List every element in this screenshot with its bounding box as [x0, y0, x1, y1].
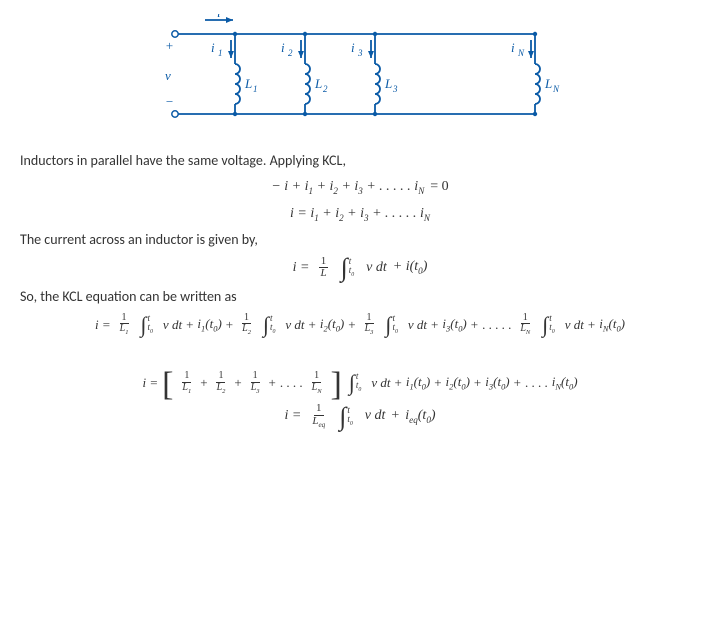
svg-text:2: 2 — [288, 48, 293, 58]
circuit-svg: i+v−i1L1i2L2i3L3iNLN — [145, 14, 575, 134]
svg-text:i: i — [511, 40, 515, 55]
integral: ∫ tt0 — [340, 256, 359, 279]
eq-text: − i + i — [271, 179, 308, 194]
eq-text: i = — [293, 260, 310, 276]
svg-text:−: − — [165, 94, 174, 109]
svg-text:1: 1 — [253, 84, 258, 94]
svg-text:2: 2 — [323, 84, 328, 94]
eq-bracketed: i = [1L1 + 1L2 + 1L3 + . . . . 1LN]∫tt0v… — [10, 371, 710, 395]
eq-inductor-current: i = 1L ∫ tt0 v dt + i(t0) — [10, 256, 710, 280]
svg-text:i: i — [217, 14, 221, 20]
eq-sub: 2 — [339, 213, 344, 223]
eq-text: = 0 — [430, 179, 448, 195]
svg-text:L: L — [244, 76, 252, 91]
para-inductor-current: The current across an inductor is given … — [20, 231, 710, 248]
svg-text:i: i — [211, 40, 215, 55]
para-kcl-expanded: So, the KCL equation can be written as — [20, 288, 710, 305]
eq-dots: . . . . . — [385, 206, 417, 221]
svg-text:3: 3 — [357, 48, 363, 58]
eq-leq: i = 1Leq ∫ tt0 v dt + ieq(t0) — [10, 403, 710, 429]
eq-text: v dt — [365, 408, 386, 424]
svg-text:v: v — [165, 68, 171, 83]
svg-text:i: i — [281, 40, 285, 55]
eq-sub: 1 — [314, 213, 319, 223]
svg-text:1: 1 — [218, 48, 223, 58]
eq-text: v dt — [366, 260, 387, 276]
eq-text: + i — [393, 259, 410, 274]
svg-text:N: N — [517, 48, 525, 58]
frac-1-over-L: 1L — [318, 256, 328, 280]
eq-text: + i — [341, 179, 358, 194]
eq-expanded-sum: i = 1L1 ∫tt0v dt + i1(t0) + 1L2 ∫tt0v dt… — [10, 313, 710, 337]
svg-text:3: 3 — [392, 84, 398, 94]
eq-sub: 3 — [364, 213, 369, 223]
svg-text:L: L — [384, 76, 392, 91]
eq-text: + i — [347, 206, 364, 221]
eq-sub: N — [424, 213, 430, 223]
svg-text:N: N — [552, 84, 560, 94]
para-intro: Inductors in parallel have the same volt… — [20, 152, 710, 169]
eq-kcl-sum-zero: − i + i1 + i2 + i3 + . . . . . iN = 0 — [10, 177, 710, 196]
circuit-diagram-container: i+v−i1L1i2L2i3L3iNLN — [10, 14, 710, 134]
svg-text:+: + — [165, 38, 174, 53]
eq-sub: 2 — [333, 186, 338, 196]
eq-text: + i — [317, 179, 334, 194]
eq-text: + i — [322, 206, 339, 221]
svg-text:L: L — [314, 76, 322, 91]
eq-sub: N — [418, 186, 424, 196]
eq-text: i = i — [290, 206, 314, 221]
svg-text:L: L — [544, 76, 552, 91]
eq-dots: . . . . . — [379, 179, 411, 194]
eq-text: i = — [284, 408, 301, 424]
eq-sub: 1 — [309, 186, 314, 196]
integral: ∫ tt0 — [338, 405, 357, 428]
frac-1-over-Leq: 1Leq — [310, 403, 327, 429]
svg-text:i: i — [351, 40, 355, 55]
eq-sub: 3 — [358, 186, 363, 196]
eq-kcl-sum: i = i1 + i2 + i3 + . . . . . iN — [10, 204, 710, 223]
